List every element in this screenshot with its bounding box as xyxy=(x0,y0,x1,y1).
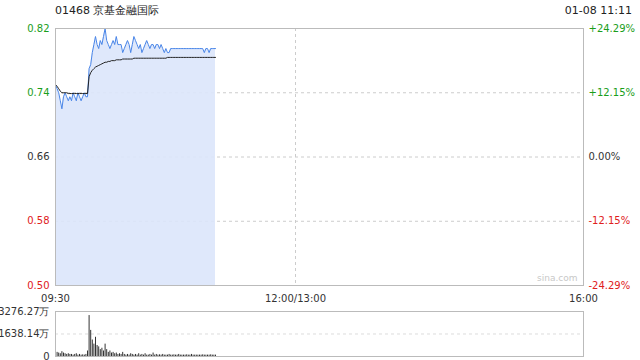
svg-text:1638.14万: 1638.14万 xyxy=(0,328,50,339)
svg-text:0.74: 0.74 xyxy=(27,87,49,98)
html-text:01-08 11:11: 01-08 11:11 xyxy=(564,3,632,17)
svg-text:12:00/13:00: 12:00/13:00 xyxy=(265,293,326,304)
html-text:01468 京基金融国际: 01468 京基金融国际 xyxy=(55,3,160,17)
svg-text:-12.15%: -12.15% xyxy=(589,215,631,226)
svg-text:0.82: 0.82 xyxy=(27,23,49,34)
svg-text:+12.15%: +12.15% xyxy=(589,87,636,98)
svg-text:16:00: 16:00 xyxy=(569,293,598,304)
svg-text:0.50: 0.50 xyxy=(27,280,49,291)
svg-text:0.66: 0.66 xyxy=(27,151,49,162)
svg-text:0: 0 xyxy=(43,351,49,360)
svg-text:0.00%: 0.00% xyxy=(589,151,621,162)
svg-text:3276.27万: 3276.27万 xyxy=(0,306,50,317)
svg-text:+24.29%: +24.29% xyxy=(589,23,636,34)
svg-text:09:30: 09:30 xyxy=(41,293,70,304)
svg-text:-24.29%: -24.29% xyxy=(589,280,631,291)
svg-text:0.58: 0.58 xyxy=(27,215,49,226)
svg-text:sina.com: sina.com xyxy=(537,273,578,283)
